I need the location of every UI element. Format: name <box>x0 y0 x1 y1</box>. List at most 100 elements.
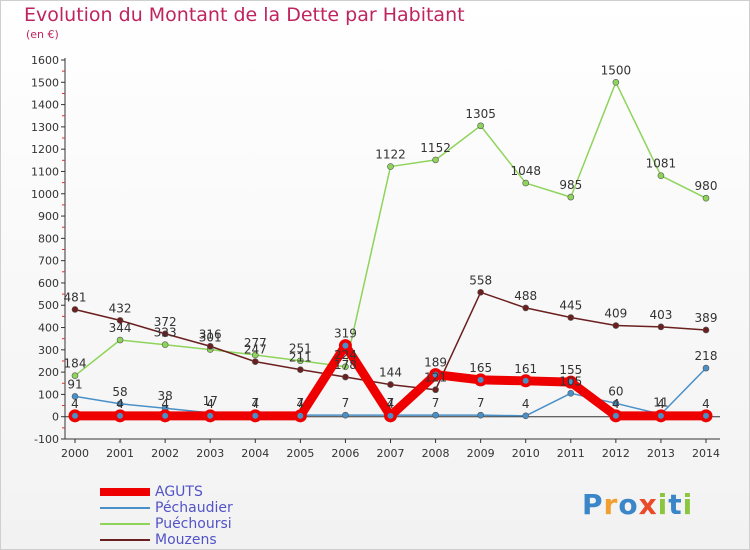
data-label-mouzens: 445 <box>559 298 582 312</box>
data-label-mouzens: 372 <box>154 315 177 329</box>
point-core-aguts <box>297 412 304 419</box>
data-label-puechoursi: 1048 <box>510 164 541 178</box>
point-puechoursi <box>612 78 620 86</box>
point-mouzens <box>251 358 259 365</box>
point-puechoursi <box>432 156 439 164</box>
data-label-aguts: 155 <box>559 363 582 377</box>
chart-unit: (en €) <box>26 28 59 41</box>
point-pechaudier <box>612 400 620 407</box>
legend-swatch-mouzens <box>100 539 150 541</box>
data-label-mouzens: 211 <box>289 351 312 365</box>
data-label-aguts: 4 <box>387 397 395 411</box>
data-label-pechaudier: 7 <box>477 396 485 410</box>
y-tick-label: 1400 <box>31 99 59 112</box>
logo-letter: i <box>682 488 694 521</box>
data-label-puechoursi: 277 <box>244 336 267 350</box>
point-mouzens <box>116 317 124 324</box>
point-mouzens <box>657 323 665 331</box>
data-label-puechoursi: 1152 <box>420 141 451 155</box>
y-tick-label: 1500 <box>31 76 59 89</box>
point-core-aguts <box>612 412 619 419</box>
data-label-pechaudier: 11 <box>653 395 668 409</box>
point-core-aguts <box>342 342 349 349</box>
point-puechoursi <box>116 336 124 344</box>
logo-letter: r <box>603 488 619 521</box>
y-tick-label: 1300 <box>31 121 59 134</box>
point-pechaudier <box>702 364 710 372</box>
data-label-pechaudier: 60 <box>608 384 623 398</box>
y-tick-label: 600 <box>38 277 59 290</box>
y-tick-label: 1000 <box>31 188 59 201</box>
point-core-aguts <box>162 412 169 419</box>
x-tick-label: 2014 <box>692 447 720 460</box>
point-core-aguts <box>657 412 664 419</box>
data-label-aguts: 4 <box>206 397 214 411</box>
point-mouzens <box>702 326 710 334</box>
point-puechoursi <box>251 351 259 359</box>
logo-letter: P <box>582 488 604 521</box>
data-label-mouzens: 144 <box>379 366 402 380</box>
x-tick-label: 2000 <box>61 447 89 460</box>
x-tick-label: 2004 <box>241 447 269 460</box>
data-label-mouzens: 481 <box>64 290 87 304</box>
data-label-puechoursi: 1122 <box>375 148 406 162</box>
data-label-pechaudier: 105 <box>559 374 582 388</box>
point-puechoursi <box>387 163 394 170</box>
data-label-puechoursi: 344 <box>109 321 132 335</box>
data-label-puechoursi: 323 <box>154 326 177 340</box>
data-label-puechoursi: 985 <box>559 178 582 192</box>
data-label-pechaudier: 58 <box>112 385 127 399</box>
y-tick-label: -100 <box>34 433 59 446</box>
point-mouzens <box>612 322 620 329</box>
legend-swatch-pechaudier <box>100 507 150 509</box>
point-core-aguts <box>207 412 214 419</box>
data-label-puechoursi: 224 <box>334 348 357 362</box>
x-tick-label: 2003 <box>196 447 224 460</box>
logo-letter: i <box>657 488 669 521</box>
x-tick-label: 2005 <box>286 447 314 460</box>
y-tick-label: 1200 <box>31 143 59 156</box>
data-label-pechaudier: 4 <box>522 397 530 411</box>
data-label-puechoursi: 251 <box>289 342 312 356</box>
point-mouzens <box>477 289 484 296</box>
point-pechaudier <box>342 411 349 419</box>
data-label-aguts: 4 <box>612 397 620 411</box>
point-core-aguts <box>567 379 574 386</box>
point-core-aguts <box>117 412 124 419</box>
legend-label-pechaudier: Péchaudier <box>155 500 233 516</box>
point-mouzens <box>161 330 169 338</box>
data-label-aguts: 4 <box>251 397 259 411</box>
data-label-pechaudier: 7 <box>432 396 440 410</box>
x-tick-label: 2002 <box>151 447 179 460</box>
data-label-mouzens: 178 <box>334 358 357 372</box>
data-label-mouzens: 316 <box>199 327 222 341</box>
y-tick-label: 700 <box>38 255 59 268</box>
point-mouzens <box>522 304 530 312</box>
point-mouzens <box>206 342 214 350</box>
proxiti-logo: Proxiti <box>582 488 693 521</box>
data-label-aguts: 165 <box>469 361 492 375</box>
y-tick-label: 900 <box>38 210 59 223</box>
x-tick-label: 2006 <box>331 447 359 460</box>
point-pechaudier <box>477 411 484 419</box>
data-label-mouzens: 403 <box>649 308 672 322</box>
data-label-aguts: 189 <box>424 356 447 370</box>
data-label-puechoursi: 1305 <box>465 107 496 121</box>
data-label-aguts: 4 <box>71 397 79 411</box>
y-tick-label: 800 <box>38 232 59 245</box>
point-puechoursi <box>567 193 575 201</box>
point-pechaudier <box>522 412 530 420</box>
legend-label-puechoursi: Puéchoursi <box>155 516 232 532</box>
x-tick-label: 2013 <box>647 447 675 460</box>
data-label-puechoursi: 301 <box>199 331 222 345</box>
data-label-puechoursi: 1500 <box>601 63 632 77</box>
x-tick-label: 2010 <box>512 447 540 460</box>
x-tick-label: 2007 <box>377 447 405 460</box>
point-puechoursi <box>71 372 79 379</box>
point-puechoursi <box>702 194 710 202</box>
y-tick-label: 1600 <box>31 54 59 67</box>
data-label-aguts: 161 <box>514 362 537 376</box>
point-core-aguts <box>522 377 529 384</box>
